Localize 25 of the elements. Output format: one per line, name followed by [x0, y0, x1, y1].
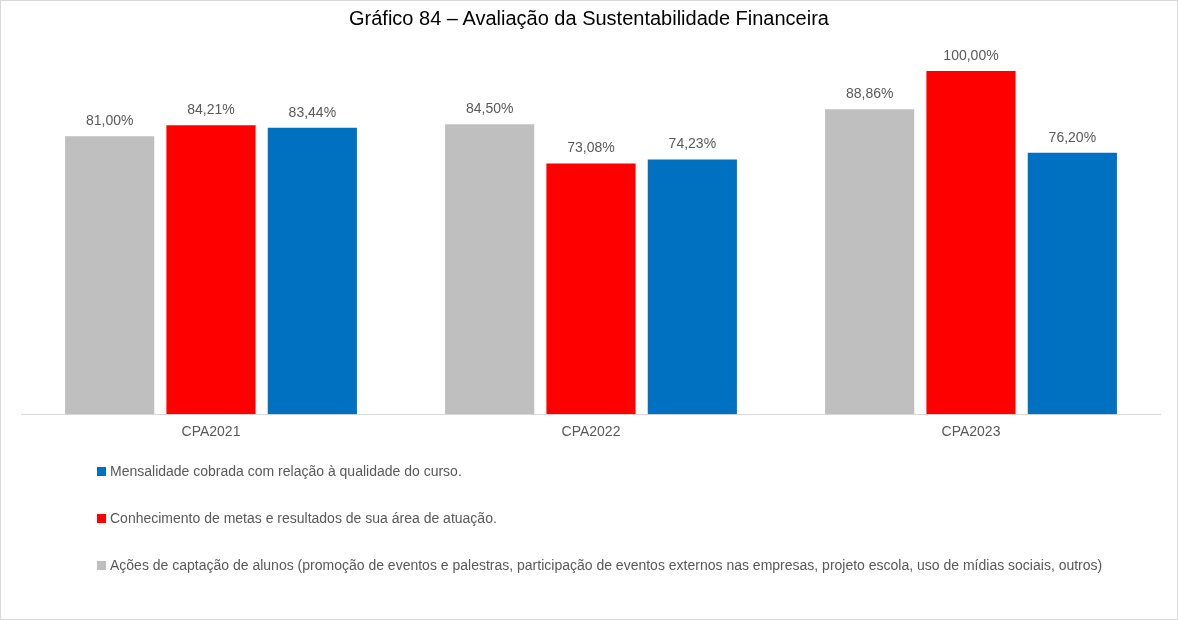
- x-tick-label: CPA2022: [561, 423, 621, 440]
- bar: [647, 159, 737, 415]
- bar: [926, 71, 1016, 415]
- data-label: 74,23%: [668, 135, 717, 152]
- bar: [1027, 152, 1117, 415]
- legend-label: Conhecimento de metas e resultados de sua área de atuação.: [110, 510, 497, 527]
- bar: [445, 124, 535, 415]
- data-label: 73,08%: [567, 139, 615, 156]
- x-tick-label: CPA2023: [941, 423, 1001, 440]
- bar: [65, 136, 155, 415]
- legend-label: Ações de captação de alunos (promoção de eventos e palestras, participação de eventos externos nas empresas, projeto escola, uso de mídias sociais, outros): [110, 557, 1103, 574]
- data-label: 100,00%: [943, 46, 999, 63]
- data-label: 83,44%: [288, 103, 337, 120]
- bar: [546, 163, 636, 415]
- x-tick-label: CPA2021: [181, 423, 241, 440]
- data-label: 84,21%: [187, 101, 235, 118]
- data-label: 76,20%: [1048, 128, 1097, 145]
- bar: [267, 127, 357, 415]
- data-label: 88,86%: [845, 85, 894, 102]
- bar: [825, 109, 915, 415]
- bar: [166, 125, 256, 415]
- chart-title: Gráfico 84 – Avaliação da Sustentabilidade Financeira: [348, 7, 830, 31]
- data-label: 84,50%: [465, 100, 514, 117]
- data-label: 81,00%: [85, 112, 134, 129]
- legend-label: Mensalidade cobrada com relação à qualidade do curso.: [110, 463, 462, 480]
